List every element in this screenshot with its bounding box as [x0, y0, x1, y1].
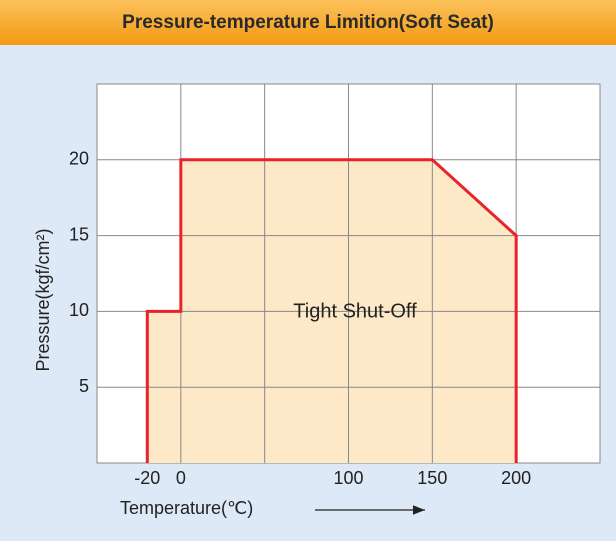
- x-tick-label: 0: [176, 468, 186, 488]
- y-tick-label: 5: [79, 376, 89, 396]
- x-axis-label: Temperature(℃): [120, 498, 253, 518]
- x-tick-label: -20: [134, 468, 160, 488]
- y-tick-label: 10: [69, 300, 89, 320]
- x-tick-label: 150: [417, 468, 447, 488]
- header-bar: [0, 0, 616, 45]
- area-line: [145, 158, 518, 463]
- y-tick-label: 15: [69, 224, 89, 244]
- y-axis-label: Pressure(kgf/cm²): [33, 228, 53, 371]
- y-tick-label: 20: [69, 149, 89, 169]
- x-tick-label: 200: [501, 468, 531, 488]
- x-tick-label: 100: [333, 468, 363, 488]
- chart-title: Pressure-temperature Limition(Soft Seat): [122, 12, 494, 33]
- annotation: Tight Shut-Off: [293, 300, 417, 322]
